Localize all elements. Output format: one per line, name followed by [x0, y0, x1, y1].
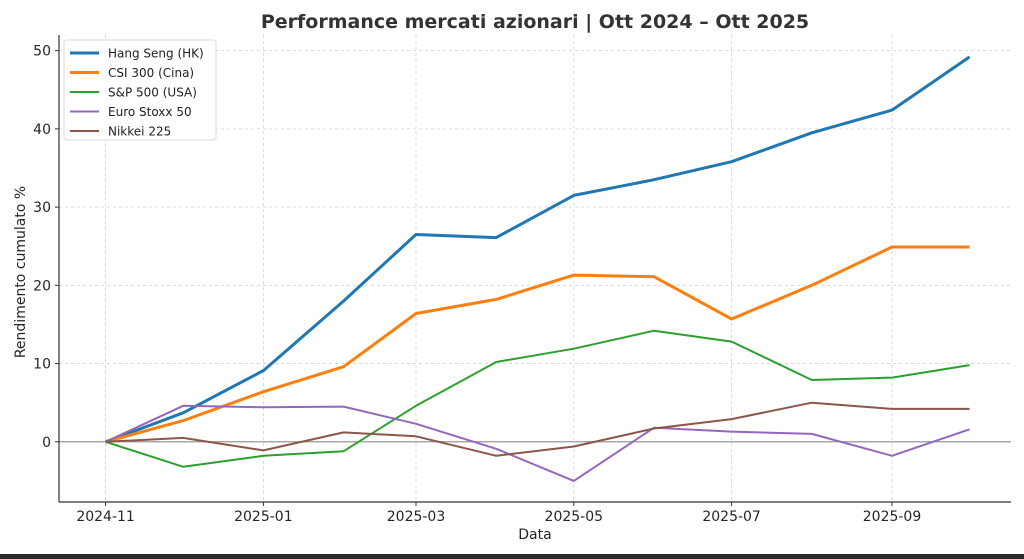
legend-box	[63, 39, 217, 141]
bottom-bar	[0, 554, 1024, 559]
series-line-3	[105, 404, 970, 482]
x-axis-ticks: 2024-11 2025-01 2025-03 2025-05 2025-07 2025-…	[76, 502, 921, 525]
legend-label-3: Euro Stoxx 50	[108, 105, 192, 119]
x-tick-label-4: 2025-07	[702, 509, 761, 525]
series-line-0	[105, 55, 971, 444]
legend: Hang Seng (HK) CSI 300 (Cina) S&P 500 (USA…	[63, 39, 217, 141]
y-tick-label-3: 30	[33, 200, 51, 216]
x-tick-label-2: 2025-03	[387, 509, 446, 525]
y-tick-label-2: 20	[33, 278, 51, 294]
axes	[58, 35, 1011, 503]
x-tick-label-5: 2025-09	[863, 509, 922, 525]
chart-title: Performance mercati azionari | Ott 2024 …	[261, 11, 809, 33]
y-tick-label-0: 0	[42, 435, 51, 451]
series-line-1	[105, 245, 970, 444]
y-tick-label-1: 10	[33, 357, 51, 373]
y-tick-label-4: 40	[33, 122, 51, 138]
x-tick-label-3: 2025-05	[545, 509, 604, 525]
x-axis-label: Data	[518, 527, 551, 543]
series-line-4	[105, 401, 970, 457]
series-line-2	[105, 329, 970, 468]
x-tick-label-0: 2024-11	[76, 509, 135, 525]
series-lines	[105, 55, 971, 482]
legend-label-1: CSI 300 (Cina)	[108, 66, 194, 80]
y-axis-ticks: 0 10 20 30 40 50	[33, 44, 59, 451]
x-tick-label-1: 2025-01	[234, 509, 293, 525]
y-tick-label-5: 50	[33, 44, 51, 60]
legend-label-2: S&P 500 (USA)	[108, 86, 197, 100]
y-axis-label: Rendimento cumulato %	[13, 186, 29, 358]
legend-label-0: Hang Seng (HK)	[108, 47, 204, 61]
legend-label-4: Nikkei 225	[108, 125, 171, 139]
